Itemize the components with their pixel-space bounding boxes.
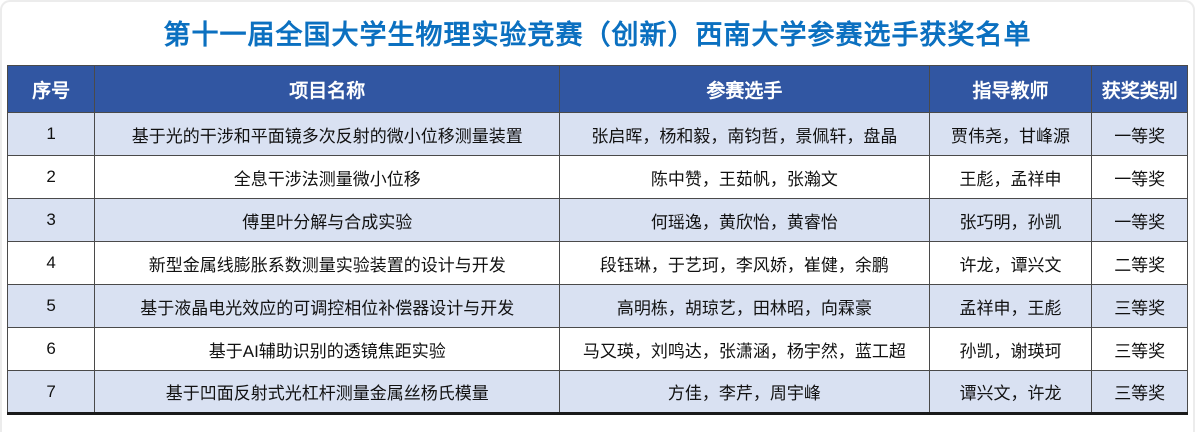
column-header-number: 序号 [6, 65, 96, 114]
column-header-participants: 参赛选手 [559, 65, 930, 114]
table-header-row: 序号 项目名称 参赛选手 指导教师 获奖类别 [6, 65, 1188, 114]
advisors-cell: 贾伟尧，甘峰源 [928, 112, 1093, 157]
award-table: 序号 项目名称 参赛选手 指导教师 获奖类别 1 基于光的干涉和平面镜多次反射的… [6, 65, 1188, 416]
advisors-cell: 孟祥申，王彪 [928, 284, 1093, 329]
table-row: 3 傅里叶分解与合成实验 何瑶逸，黄欣怡，黄睿怡 张巧明，孙凯 一等奖 [6, 198, 1188, 243]
participants-cell: 方佳，李芹，周宇峰 [559, 370, 930, 415]
participants-cell: 高明栋，胡琼艺，田林昭，向霖豪 [559, 284, 930, 329]
column-header-award: 获奖类别 [1091, 65, 1188, 114]
table-row: 1 基于光的干涉和平面镜多次反射的微小位移测量装置 张启晖，杨和毅，南钧哲，景佩… [6, 112, 1188, 157]
project-name-cell: 全息干涉法测量微小位移 [94, 155, 561, 200]
row-number-cell: 4 [6, 241, 96, 286]
column-header-advisors: 指导教师 [928, 65, 1093, 114]
award-cell: 一等奖 [1091, 155, 1188, 200]
advisors-cell: 张巧明，孙凯 [928, 198, 1093, 243]
award-cell: 一等奖 [1091, 112, 1188, 157]
column-header-project: 项目名称 [94, 65, 561, 114]
row-number-cell: 3 [6, 198, 96, 243]
project-name-cell: 基于光的干涉和平面镜多次反射的微小位移测量装置 [94, 112, 561, 157]
row-number-cell: 7 [6, 370, 96, 415]
project-name-cell: 基于AI辅助识别的透镜焦距实验 [94, 327, 561, 372]
award-cell: 三等奖 [1091, 370, 1188, 415]
participants-cell: 陈中赞，王茹帆，张瀚文 [559, 155, 930, 200]
project-name-cell: 基于液晶电光效应的可调控相位补偿器设计与开发 [94, 284, 561, 329]
advisors-cell: 谭兴文，许龙 [928, 370, 1093, 415]
advisors-cell: 许龙，谭兴文 [928, 241, 1093, 286]
page-title: 第十一届全国大学生物理实验竞赛（创新）西南大学参赛选手获奖名单 [163, 20, 1032, 50]
page-content: 第十一届全国大学生物理实验竞赛（创新）西南大学参赛选手获奖名单 序号 项目名称 … [6, 20, 1188, 416]
row-number-cell: 1 [6, 112, 96, 157]
award-cell: 三等奖 [1091, 327, 1188, 372]
row-number-cell: 2 [6, 155, 96, 200]
participants-cell: 何瑶逸，黄欣怡，黄睿怡 [559, 198, 930, 243]
row-number-cell: 5 [6, 284, 96, 329]
participants-cell: 张启晖，杨和毅，南钧哲，景佩轩，盘晶 [559, 112, 930, 157]
participants-cell: 马又瑛，刘鸣达，张潇涵，杨宇然，蓝工超 [559, 327, 930, 372]
project-name-cell: 基于凹面反射式光杠杆测量金属丝杨氏模量 [94, 370, 561, 415]
award-cell: 三等奖 [1091, 284, 1188, 329]
table-row: 2 全息干涉法测量微小位移 陈中赞，王茹帆，张瀚文 王彪，孟祥申 一等奖 [6, 155, 1188, 200]
project-name-cell: 新型金属线膨胀系数测量实验装置的设计与开发 [94, 241, 561, 286]
advisors-cell: 孙凯，谢瑛珂 [928, 327, 1093, 372]
award-cell: 一等奖 [1091, 198, 1188, 243]
participants-cell: 段钰琳，于艺珂，李风娇，崔健，余鹏 [559, 241, 930, 286]
row-number-cell: 6 [6, 327, 96, 372]
award-cell: 二等奖 [1091, 241, 1188, 286]
table-row: 6 基于AI辅助识别的透镜焦距实验 马又瑛，刘鸣达，张潇涵，杨宇然，蓝工超 孙凯… [6, 327, 1188, 372]
table-row: 4 新型金属线膨胀系数测量实验装置的设计与开发 段钰琳，于艺珂，李风娇，崔健，余… [6, 241, 1188, 286]
table-row: 5 基于液晶电光效应的可调控相位补偿器设计与开发 高明栋，胡琼艺，田林昭，向霖豪… [6, 284, 1188, 329]
project-name-cell: 傅里叶分解与合成实验 [94, 198, 561, 243]
advisors-cell: 王彪，孟祥申 [928, 155, 1093, 200]
table-row: 7 基于凹面反射式光杠杆测量金属丝杨氏模量 方佳，李芹，周宇峰 谭兴文，许龙 三… [6, 370, 1188, 415]
